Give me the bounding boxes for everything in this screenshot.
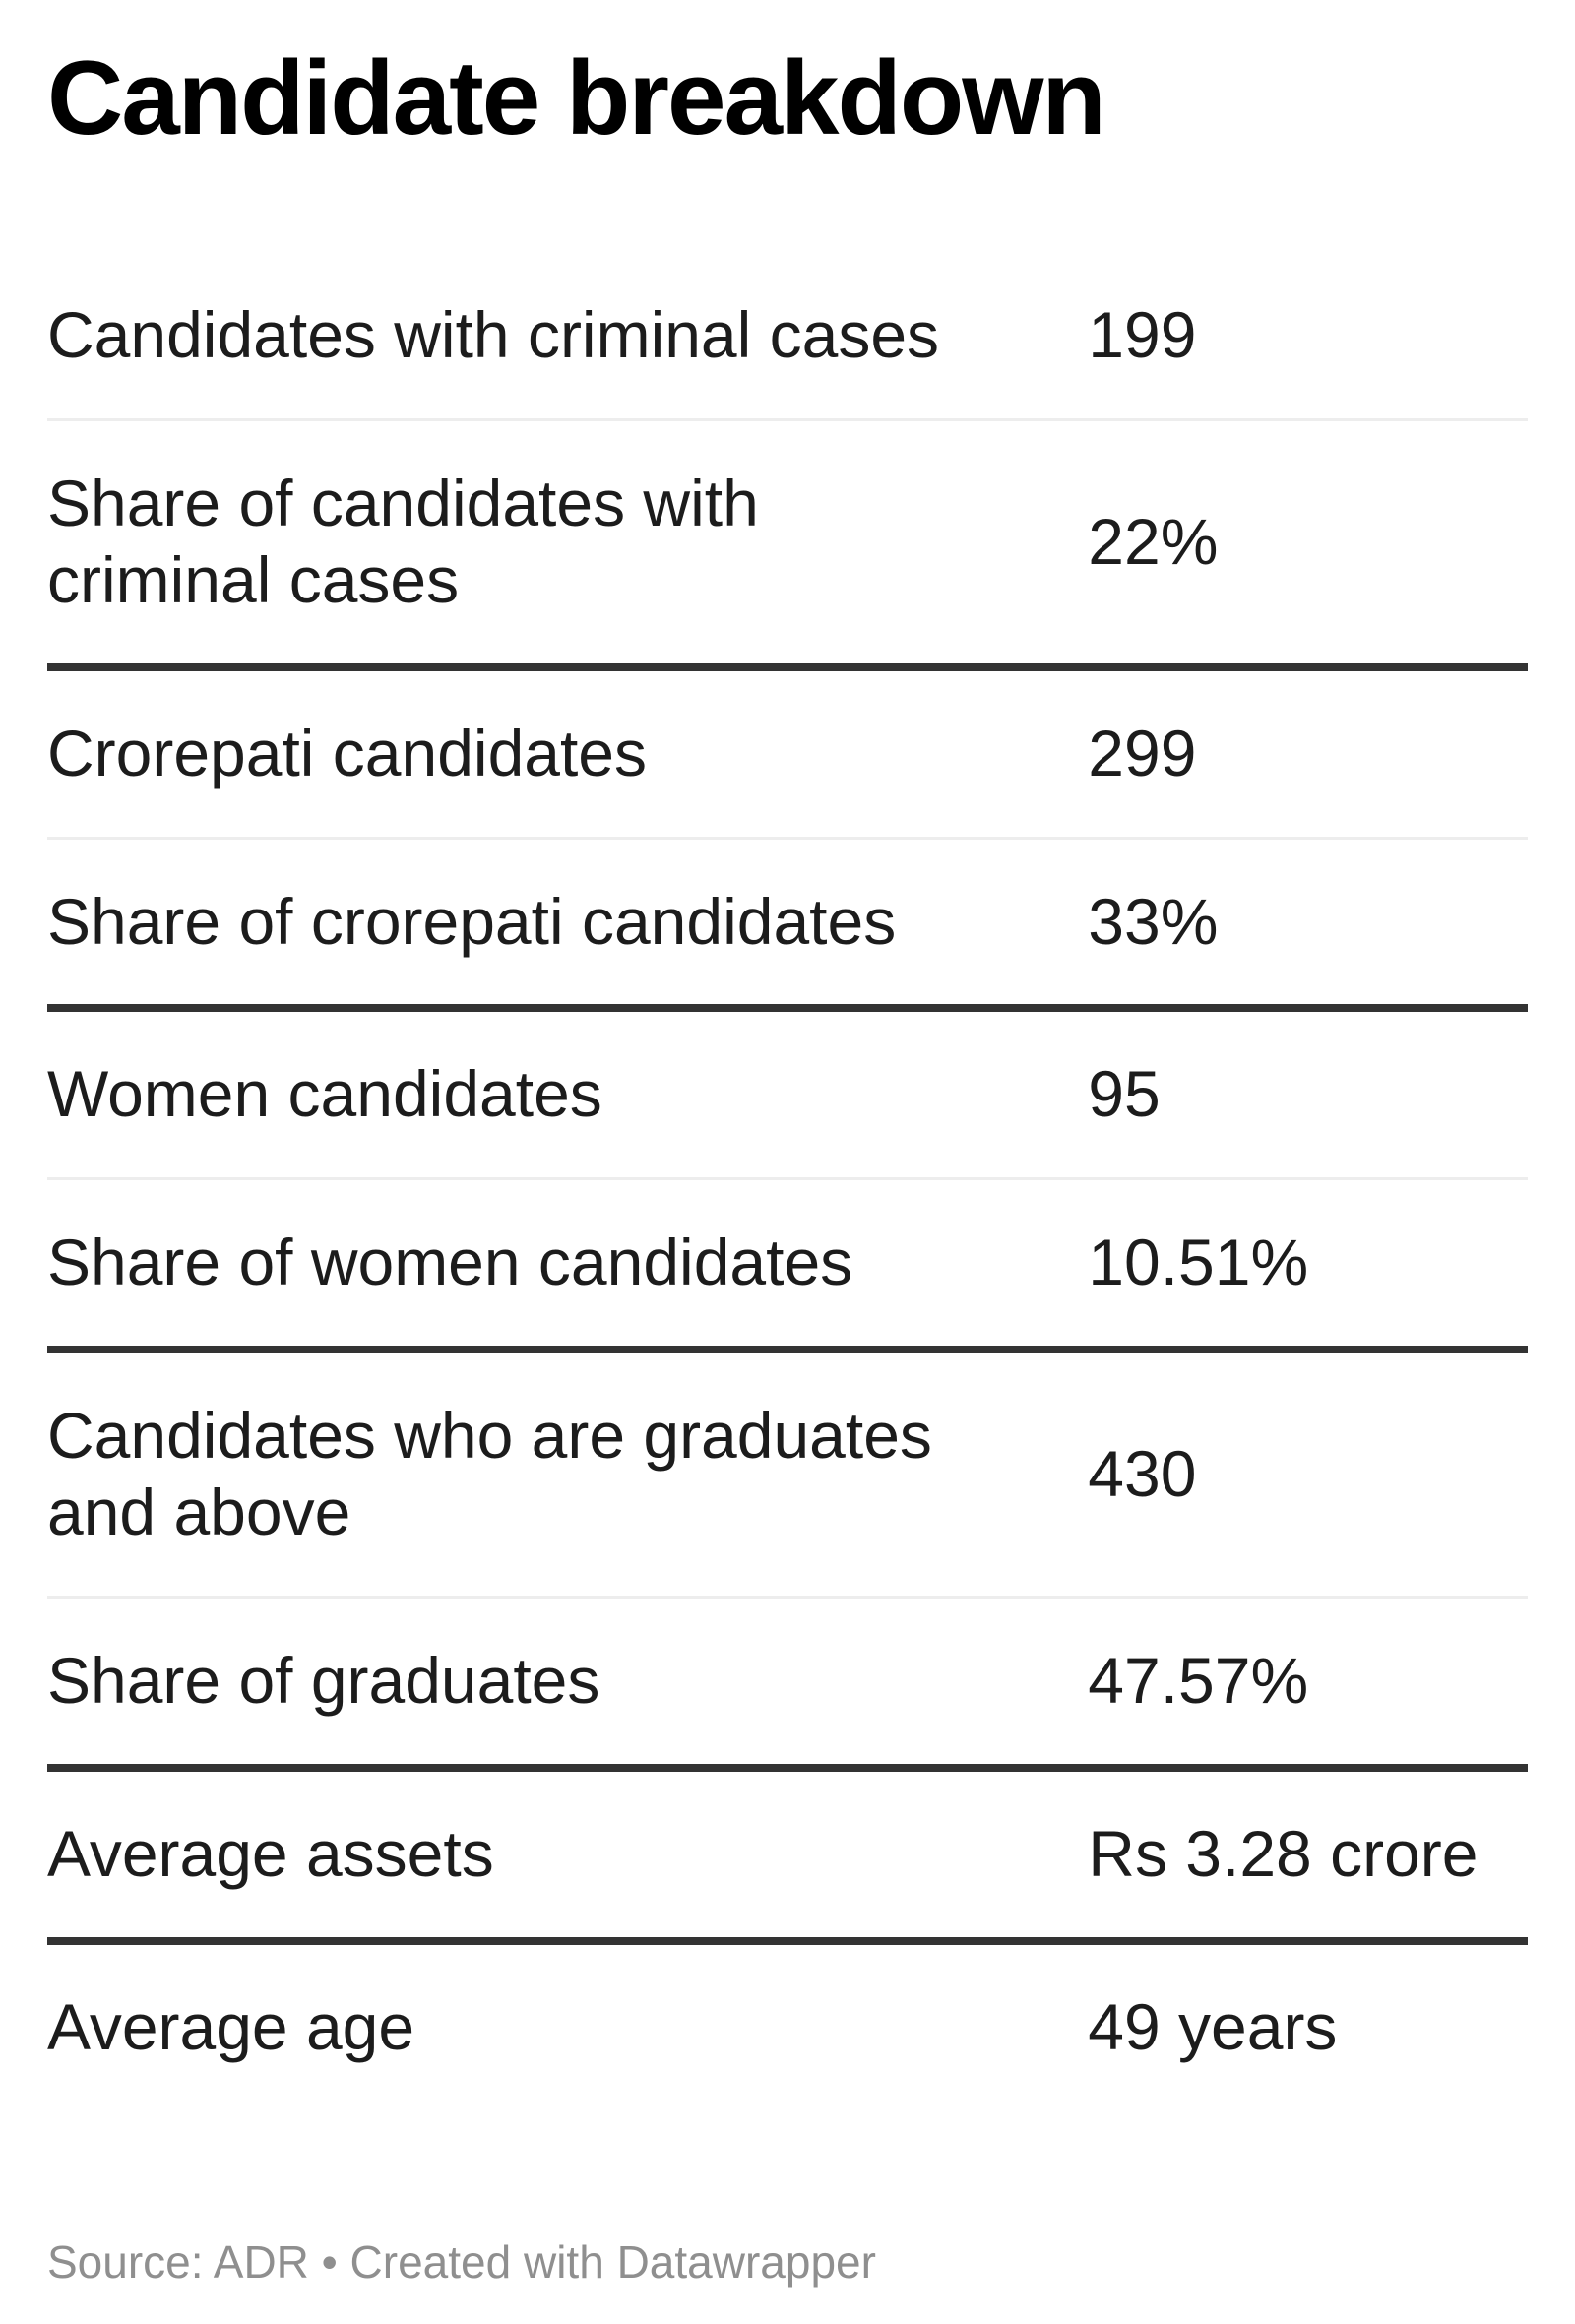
table-row: Crorepati candidates 299: [47, 662, 1528, 839]
row-value: 199: [1088, 298, 1197, 372]
row-label: Women candidates: [47, 1004, 1089, 1179]
row-label: Average assets: [47, 1763, 1089, 1941]
table-row: Candidates with criminal cases 199: [47, 253, 1528, 419]
row-value: 95: [1088, 1004, 1528, 1179]
row-label: Crorepati candidates: [47, 662, 1089, 839]
row-value: 47.57%: [1088, 1595, 1528, 1768]
chart-title: Candidate breakdown: [47, 38, 1106, 157]
table-row: Women candidates 95: [47, 1004, 1528, 1179]
source-credit-line: Source: ADR • Created with Datawrapper: [47, 2235, 876, 2288]
table-row: Share of graduates 47.57%: [47, 1595, 1528, 1768]
row-label: Share of candidates with criminal cases: [47, 417, 1089, 667]
table-row: Average age 49 years: [47, 1936, 1528, 2110]
row-value: 22%: [1088, 417, 1528, 667]
table-row: Share of women candidates 10.51%: [47, 1177, 1528, 1350]
row-label: Candidates with criminal cases: [47, 298, 940, 372]
row-value: 430: [1088, 1346, 1528, 1598]
table-row: Candidates who are graduates and above 43…: [47, 1346, 1528, 1598]
row-value: 33%: [1088, 836, 1528, 1009]
stats-table: Candidates with criminal cases 199 Share o…: [47, 253, 1528, 2110]
row-label: Candidates who are graduates and above: [47, 1346, 1089, 1598]
row-label: Share of graduates: [47, 1595, 1089, 1768]
row-value: 10.51%: [1088, 1177, 1528, 1350]
row-label: Share of crorepati candidates: [47, 836, 1089, 1009]
table-row: Share of candidates with criminal cases 2…: [47, 417, 1528, 667]
row-value: 49 years: [1088, 1936, 1528, 2110]
row-value: 299: [1088, 662, 1528, 839]
row-label: Average age: [47, 1936, 1089, 2110]
table-row: Share of crorepati candidates 33%: [47, 836, 1528, 1009]
row-value: Rs 3.28 crore: [1088, 1763, 1528, 1941]
table-row: Average assets Rs 3.28 crore: [47, 1763, 1528, 1941]
row-label: Share of women candidates: [47, 1177, 1089, 1350]
stats-table-body: Candidates with criminal cases 199 Share o…: [47, 253, 1528, 2110]
